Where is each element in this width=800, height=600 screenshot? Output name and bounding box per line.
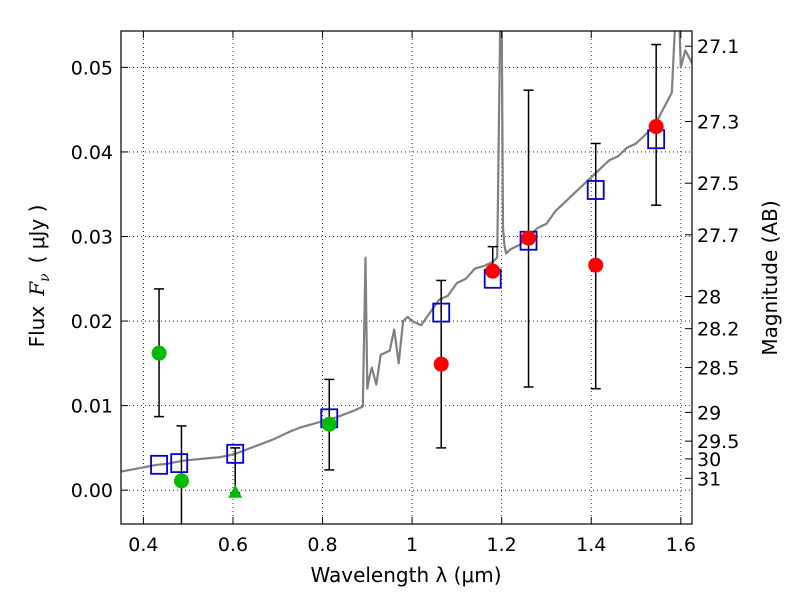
nir-detection-point (588, 257, 604, 273)
y-tick-label: 0.04 (71, 142, 113, 164)
x-tick-label: 1.2 (487, 534, 517, 556)
upper-limit-triangle (228, 484, 243, 498)
nir-detection-point (648, 119, 664, 135)
model-spectrum (121, 31, 692, 473)
magnitude-tick-label: 29 (697, 402, 721, 424)
optical-detection-point (173, 473, 189, 489)
magnitude-tick-label: 31 (697, 468, 721, 490)
optical-detection-point (321, 416, 337, 432)
y-axis-label-flux: Flux (25, 306, 49, 348)
magnitude-tick-label: 30 (697, 449, 721, 471)
magnitude-tick-label: 28.2 (697, 319, 739, 341)
magnitude-tick-label: 28 (697, 287, 721, 309)
magnitude-tick-label: 27.5 (697, 173, 739, 195)
magnitude-tick-label: 29.5 (697, 431, 739, 453)
magnitude-tick-label: 27.1 (697, 36, 739, 58)
x-axis-label: Wavelength λ (μm) (310, 563, 501, 587)
x-tick-label: 1.4 (576, 534, 606, 556)
nir-detection-point (521, 230, 537, 246)
y-tick-label: 0.03 (71, 226, 113, 248)
model-photometry-square (170, 453, 189, 474)
x-tick-label: 0.4 (128, 534, 158, 556)
nir-detection-point (433, 356, 449, 372)
y-tick-label: 0.02 (71, 311, 113, 333)
magnitude-tick-label: 28.5 (697, 358, 739, 380)
y-axis-label-unit: ( μJy ) (25, 205, 49, 264)
model-photometry-square (150, 454, 168, 475)
y-axis-label: Flux Fν ( μJy ) (25, 205, 53, 348)
error-bars (154, 43, 662, 524)
right-axis-label: Magnitude (AB) (758, 200, 782, 355)
axis-ticks: 0.4 0.6 0.8 1 1.2 1.4 1.6 0.00 0.01 0.02 0.03 0.04 0… (71, 31, 739, 556)
model-photometry-square (226, 443, 245, 464)
model-photometry-square (586, 180, 605, 200)
magnitude-tick-label: 27.3 (697, 111, 739, 133)
model-photometry-square (432, 302, 451, 323)
y-tick-label: 0.01 (71, 396, 113, 418)
grid (121, 31, 692, 524)
y-axis-label-symbol: F (25, 281, 49, 297)
y-tick-label: 0.05 (71, 57, 113, 79)
x-tick-label: 1 (406, 534, 418, 556)
x-tick-label: 1.6 (666, 534, 696, 556)
optical-detection-point (151, 345, 167, 361)
x-tick-label: 0.6 (218, 534, 248, 556)
model-spectrum-line (121, 31, 692, 473)
nir-detection-point (485, 263, 501, 279)
x-tick-label: 0.8 (307, 534, 337, 556)
y-axis-label-sub: ν (37, 273, 53, 282)
y-tick-label: 0.00 (71, 480, 113, 502)
magnitude-tick-label: 27.7 (697, 225, 739, 247)
plot-frame (120, 30, 693, 525)
data-markers (150, 119, 666, 498)
